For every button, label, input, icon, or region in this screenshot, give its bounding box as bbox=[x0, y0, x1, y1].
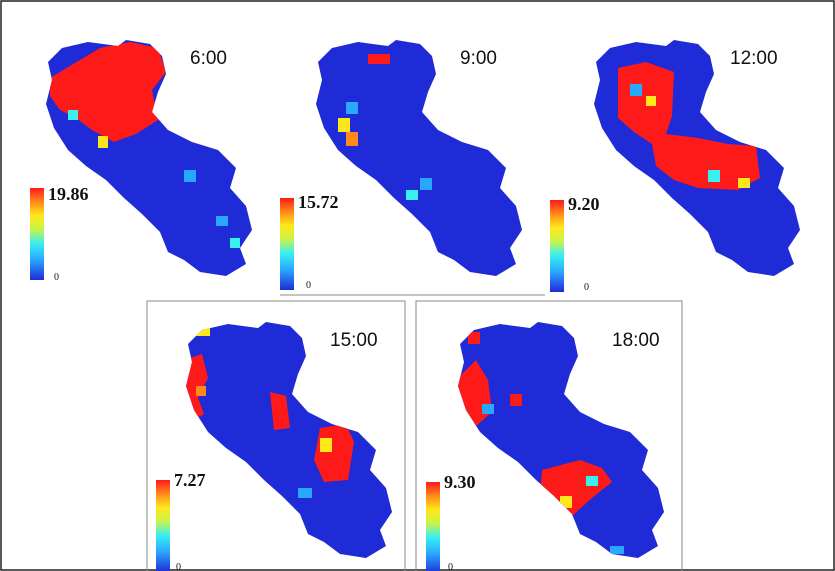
colorbar bbox=[30, 188, 44, 280]
time-label: 15:00 bbox=[330, 330, 378, 351]
hotspot bbox=[618, 62, 760, 190]
hotspot-cell bbox=[184, 170, 196, 182]
colorbar-min-label: 0 bbox=[54, 272, 59, 283]
hotspot-cell bbox=[298, 488, 312, 498]
hotspot-cell bbox=[346, 132, 358, 146]
hotspot-cell bbox=[420, 178, 432, 190]
hotspot bbox=[50, 42, 166, 142]
colorbar-min-label: 0 bbox=[448, 562, 453, 571]
hotspot-cell bbox=[560, 496, 572, 508]
colorbar bbox=[550, 200, 564, 292]
time-label: 18:00 bbox=[612, 330, 660, 351]
colorbar-min-label: 0 bbox=[584, 282, 589, 293]
hotspot-cell bbox=[406, 190, 418, 200]
hotspot-cell bbox=[98, 136, 108, 148]
hotspot-cell bbox=[630, 84, 642, 96]
map-panel-6: 6:00 19.86 0 bbox=[30, 40, 252, 283]
colorbar-max-label: 9.30 bbox=[444, 472, 476, 492]
hotspot-cell bbox=[216, 216, 228, 226]
hotspot-cell bbox=[482, 404, 494, 414]
colorbar-min-label: 0 bbox=[176, 562, 181, 571]
panel-border-15 bbox=[146, 300, 406, 571]
hotspot-cell bbox=[346, 102, 358, 114]
map-panel-15: 15:00 7.27 0 bbox=[156, 322, 392, 571]
hotspot-cell bbox=[276, 510, 288, 520]
colorbar-min-label: 0 bbox=[306, 280, 311, 291]
time-label: 12:00 bbox=[730, 48, 778, 69]
hotspot-cell bbox=[196, 324, 210, 336]
hotspot bbox=[270, 392, 290, 430]
panel-border-18 bbox=[415, 300, 683, 571]
hotspot-cell bbox=[510, 394, 522, 406]
hotspot-cell bbox=[320, 438, 332, 452]
hotspot-cell bbox=[610, 546, 624, 554]
hotspot-cell bbox=[738, 178, 750, 188]
hotspot-cell bbox=[68, 110, 78, 120]
hotspot-cell bbox=[368, 54, 390, 64]
colorbar-max-label: 19.86 bbox=[48, 184, 89, 204]
hotspot-cell bbox=[708, 170, 720, 182]
colorbar bbox=[426, 482, 440, 571]
hotspot-cell bbox=[586, 476, 598, 486]
map-panel-18: 18:00 9.30 0 bbox=[426, 322, 664, 571]
hotspot-cell bbox=[196, 386, 206, 396]
colorbar-max-label: 9.20 bbox=[568, 194, 600, 214]
map-panel-12: 12:00 9.20 0 bbox=[550, 40, 800, 293]
colorbar bbox=[156, 480, 170, 571]
hotspot-cell bbox=[338, 118, 350, 132]
hotspot-cell bbox=[230, 238, 240, 248]
map-panel-9: 9:00 15.72 0 bbox=[280, 40, 522, 291]
colorbar-max-label: 7.27 bbox=[174, 470, 206, 490]
colorbar-max-label: 15.72 bbox=[298, 192, 339, 212]
colorbar bbox=[280, 198, 294, 290]
hotspot-cell bbox=[468, 332, 480, 344]
time-label: 6:00 bbox=[190, 48, 227, 69]
hotspot-cell bbox=[646, 96, 656, 106]
time-label: 9:00 bbox=[460, 48, 497, 69]
